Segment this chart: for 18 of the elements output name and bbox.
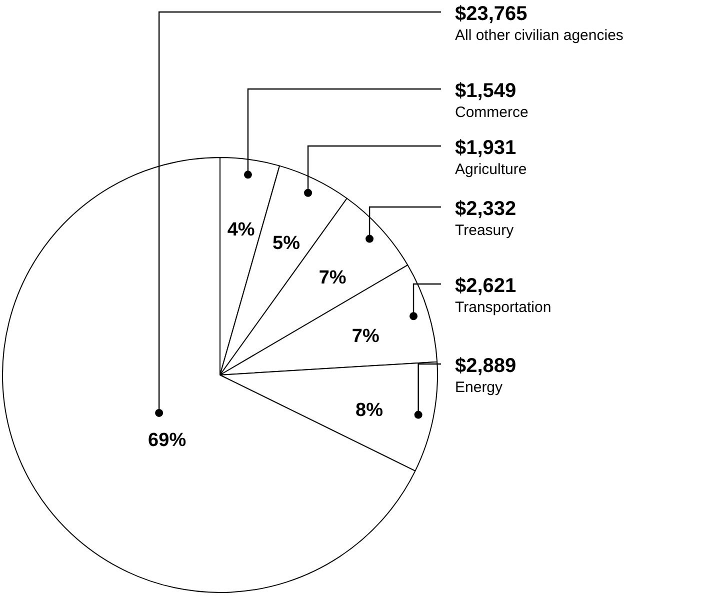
data-label: $1,931 — [455, 137, 516, 159]
text: 8% — [356, 400, 384, 422]
text: 69% — [148, 430, 186, 452]
slice-label: Agriculture — [455, 161, 527, 178]
slice-label: Energy — [455, 379, 504, 396]
slice-label: Treasury — [455, 222, 514, 239]
slice-label: All other civilian agencies — [455, 27, 624, 44]
data-label: $2,889 — [455, 355, 516, 377]
slice-label: Commerce — [455, 104, 528, 121]
data-label: $2,621 — [455, 275, 516, 297]
text: 7% — [318, 268, 346, 289]
data-label: $1,549 — [455, 80, 516, 102]
text: 7% — [352, 326, 380, 347]
data-label: $23,765 — [455, 3, 528, 25]
text: 5% — [272, 233, 300, 254]
text: 4% — [227, 219, 255, 240]
data-label: $2,332 — [455, 198, 516, 220]
slice-label: Transportation — [455, 299, 552, 316]
